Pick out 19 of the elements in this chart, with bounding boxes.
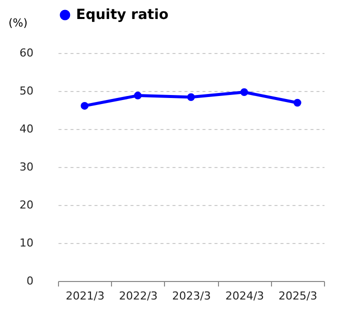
x-tick-label: 2021/3 xyxy=(66,290,104,302)
point xyxy=(187,93,195,101)
y-tick-label: 0 xyxy=(26,274,34,288)
x-tick-label: 2022/3 xyxy=(118,290,158,302)
x-tick-label: 2024/3 xyxy=(225,290,264,302)
point xyxy=(294,98,302,107)
y-tick-label: 20 xyxy=(20,198,34,212)
y-tick-label: 60 xyxy=(20,46,34,60)
point xyxy=(240,88,248,96)
y-tick-label: 40 xyxy=(20,122,34,136)
x-tick-label: 2023/3 xyxy=(172,290,211,302)
y-tick-label: 50 xyxy=(20,84,34,98)
point xyxy=(134,92,142,100)
y-tick-label: 10 xyxy=(20,236,34,250)
y-axis-title: (%) xyxy=(8,16,28,30)
x-tick-label: 2025/3 xyxy=(278,290,318,302)
point xyxy=(80,102,88,110)
legend-label: Equity ratio xyxy=(76,7,169,23)
y-tick-label: 30 xyxy=(20,160,34,174)
